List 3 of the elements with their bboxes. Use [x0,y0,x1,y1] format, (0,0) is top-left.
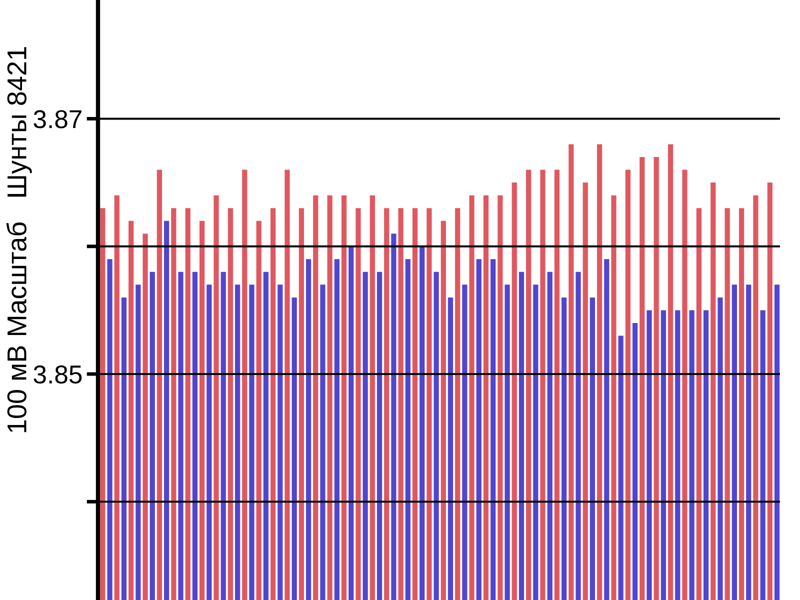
y-axis-title: 100 мВ Масштаб Шунты 8421 [6,47,32,432]
y-tick-label: 3.85 [34,365,82,384]
y-tick-label: 3.87 [34,110,82,128]
